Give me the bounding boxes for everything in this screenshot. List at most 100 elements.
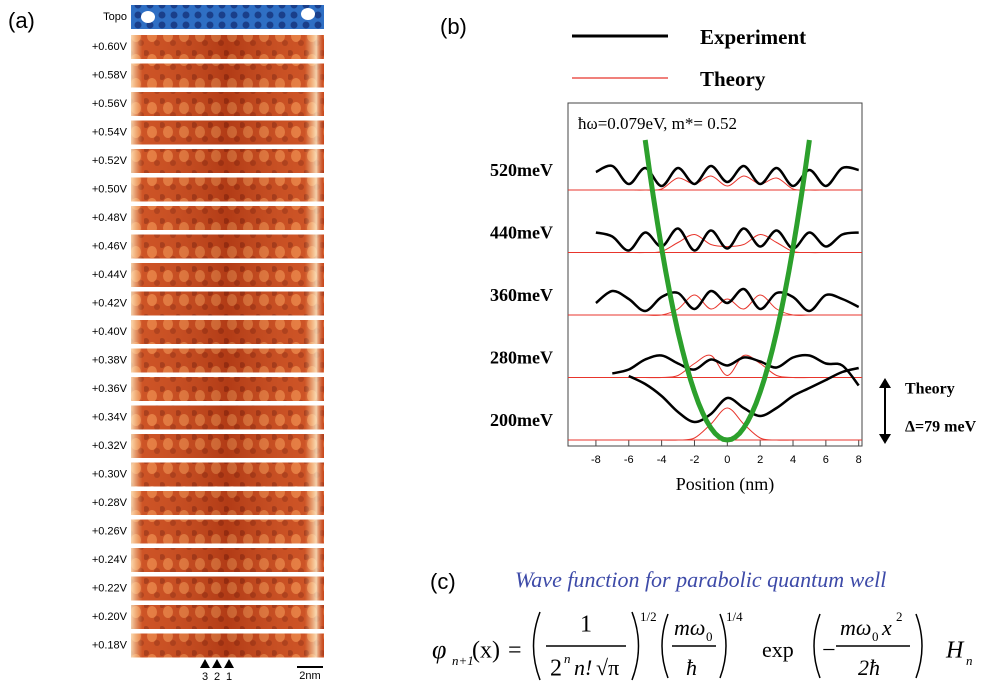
- stm-shade: [131, 576, 324, 601]
- legend-label: Experiment: [700, 25, 806, 49]
- strip-label: +0.22V: [92, 582, 128, 594]
- panel-label: (a): [8, 8, 35, 33]
- experiment-curve: [628, 366, 860, 424]
- topo-spot: [301, 8, 315, 20]
- theory-curve: [595, 407, 859, 441]
- stm-shade: [131, 63, 324, 88]
- x-axis-label: Position (nm): [676, 474, 775, 495]
- stm-shade: [131, 605, 324, 629]
- formula-token: mω: [674, 615, 705, 640]
- panel-label: (b): [440, 14, 467, 39]
- marker-label: 3: [202, 671, 208, 683]
- row-label: 520meV: [490, 160, 553, 180]
- formula-token: H: [945, 638, 965, 664]
- caption: Wave function for parabolic quantum well: [515, 567, 886, 592]
- marker-triangle: [212, 659, 222, 668]
- theory-curve: [595, 175, 859, 191]
- strip-label: +0.46V: [92, 240, 128, 252]
- strip-label: +0.32V: [92, 440, 128, 452]
- strip-label: +0.56V: [92, 98, 128, 110]
- bracket-label: Theory: [905, 381, 955, 398]
- formula-token: 2: [550, 656, 562, 682]
- stm-shade: [131, 234, 324, 259]
- strip-label: +0.52V: [92, 155, 128, 167]
- panel-label: (c): [430, 569, 456, 594]
- strip-label: +0.44V: [92, 269, 128, 281]
- legend-label: Theory: [700, 67, 766, 91]
- row-label: 200meV: [490, 410, 553, 430]
- strip-label: +0.24V: [92, 554, 128, 566]
- stm-shade: [131, 434, 324, 458]
- row-label: 440meV: [490, 223, 553, 243]
- formula-token: exp: [762, 637, 794, 662]
- x-tick-label: 2: [757, 454, 763, 466]
- formula-token: 0: [706, 629, 713, 644]
- formula-token: n!: [574, 655, 592, 680]
- formula-token: 1/2: [640, 609, 657, 624]
- formula-token: x: [881, 615, 892, 640]
- experiment-curve: [595, 287, 860, 313]
- x-tick-label: -6: [624, 454, 634, 466]
- formula-token: φ: [432, 635, 446, 664]
- stm-shade: [131, 377, 324, 401]
- strip-label: +0.50V: [92, 183, 128, 195]
- strip-label: +0.54V: [92, 126, 128, 138]
- scale-bar-label: 2nm: [299, 670, 320, 682]
- strip-label: +0.58V: [92, 69, 128, 81]
- stm-shade: [131, 35, 324, 59]
- formula-token: 2ħ: [858, 655, 880, 680]
- stm-shade: [131, 491, 324, 515]
- stm-shade: [131, 519, 324, 544]
- marker-label: 1: [226, 671, 232, 683]
- experiment-curve: [595, 164, 859, 188]
- marker-triangle: [224, 659, 234, 668]
- strip-label: +0.40V: [92, 326, 128, 338]
- strip-label: +0.18V: [92, 639, 128, 651]
- experiment-curve: [595, 227, 859, 252]
- x-tick-label: 0: [724, 454, 730, 466]
- stm-shade: [131, 120, 324, 145]
- strip-label: +0.60V: [92, 41, 128, 53]
- row-label: 360meV: [490, 285, 553, 305]
- bracket-label: Δ=79 meV: [905, 419, 977, 436]
- strip-label: +0.30V: [92, 468, 128, 480]
- x-tick-label: 8: [856, 454, 862, 466]
- row-label: 280meV: [490, 348, 553, 368]
- formula-token: 1: [580, 612, 592, 638]
- formula-token: −: [822, 638, 836, 664]
- theory-curve: [595, 233, 859, 254]
- strip-label: +0.28V: [92, 497, 128, 509]
- formula-token: ħ: [686, 655, 697, 680]
- stm-shade: [131, 92, 324, 116]
- stm-shade: [131, 405, 324, 430]
- formula-token: √π: [596, 655, 619, 680]
- formula-token: mω: [840, 615, 871, 640]
- strip-label: +0.36V: [92, 383, 128, 395]
- stm-shade: [131, 206, 324, 230]
- marker-label: 2: [214, 671, 220, 683]
- topo-label: Topo: [103, 11, 127, 23]
- stm-shade: [131, 462, 324, 487]
- stm-shade: [131, 177, 324, 202]
- formula-token: n: [564, 651, 571, 666]
- x-tick-label: -4: [657, 454, 667, 466]
- x-tick-label: -8: [591, 454, 601, 466]
- formula-token: n+1: [452, 653, 474, 668]
- x-tick-label: 6: [823, 454, 829, 466]
- formula-token: 1/4: [726, 609, 743, 624]
- x-tick-label: 4: [790, 454, 796, 466]
- stm-shade: [131, 149, 324, 173]
- stm-shade: [131, 263, 324, 287]
- strip-label: +0.26V: [92, 525, 128, 537]
- marker-triangle: [200, 659, 210, 668]
- formula-brackets: [532, 611, 923, 681]
- strip-label: +0.38V: [92, 354, 128, 366]
- topo-spot: [141, 11, 155, 23]
- stm-shade: [131, 633, 324, 658]
- experiment-curve: [611, 353, 860, 387]
- plot-frame: [567, 102, 863, 447]
- stm-shade: [131, 320, 324, 344]
- theory-curve: [595, 294, 859, 316]
